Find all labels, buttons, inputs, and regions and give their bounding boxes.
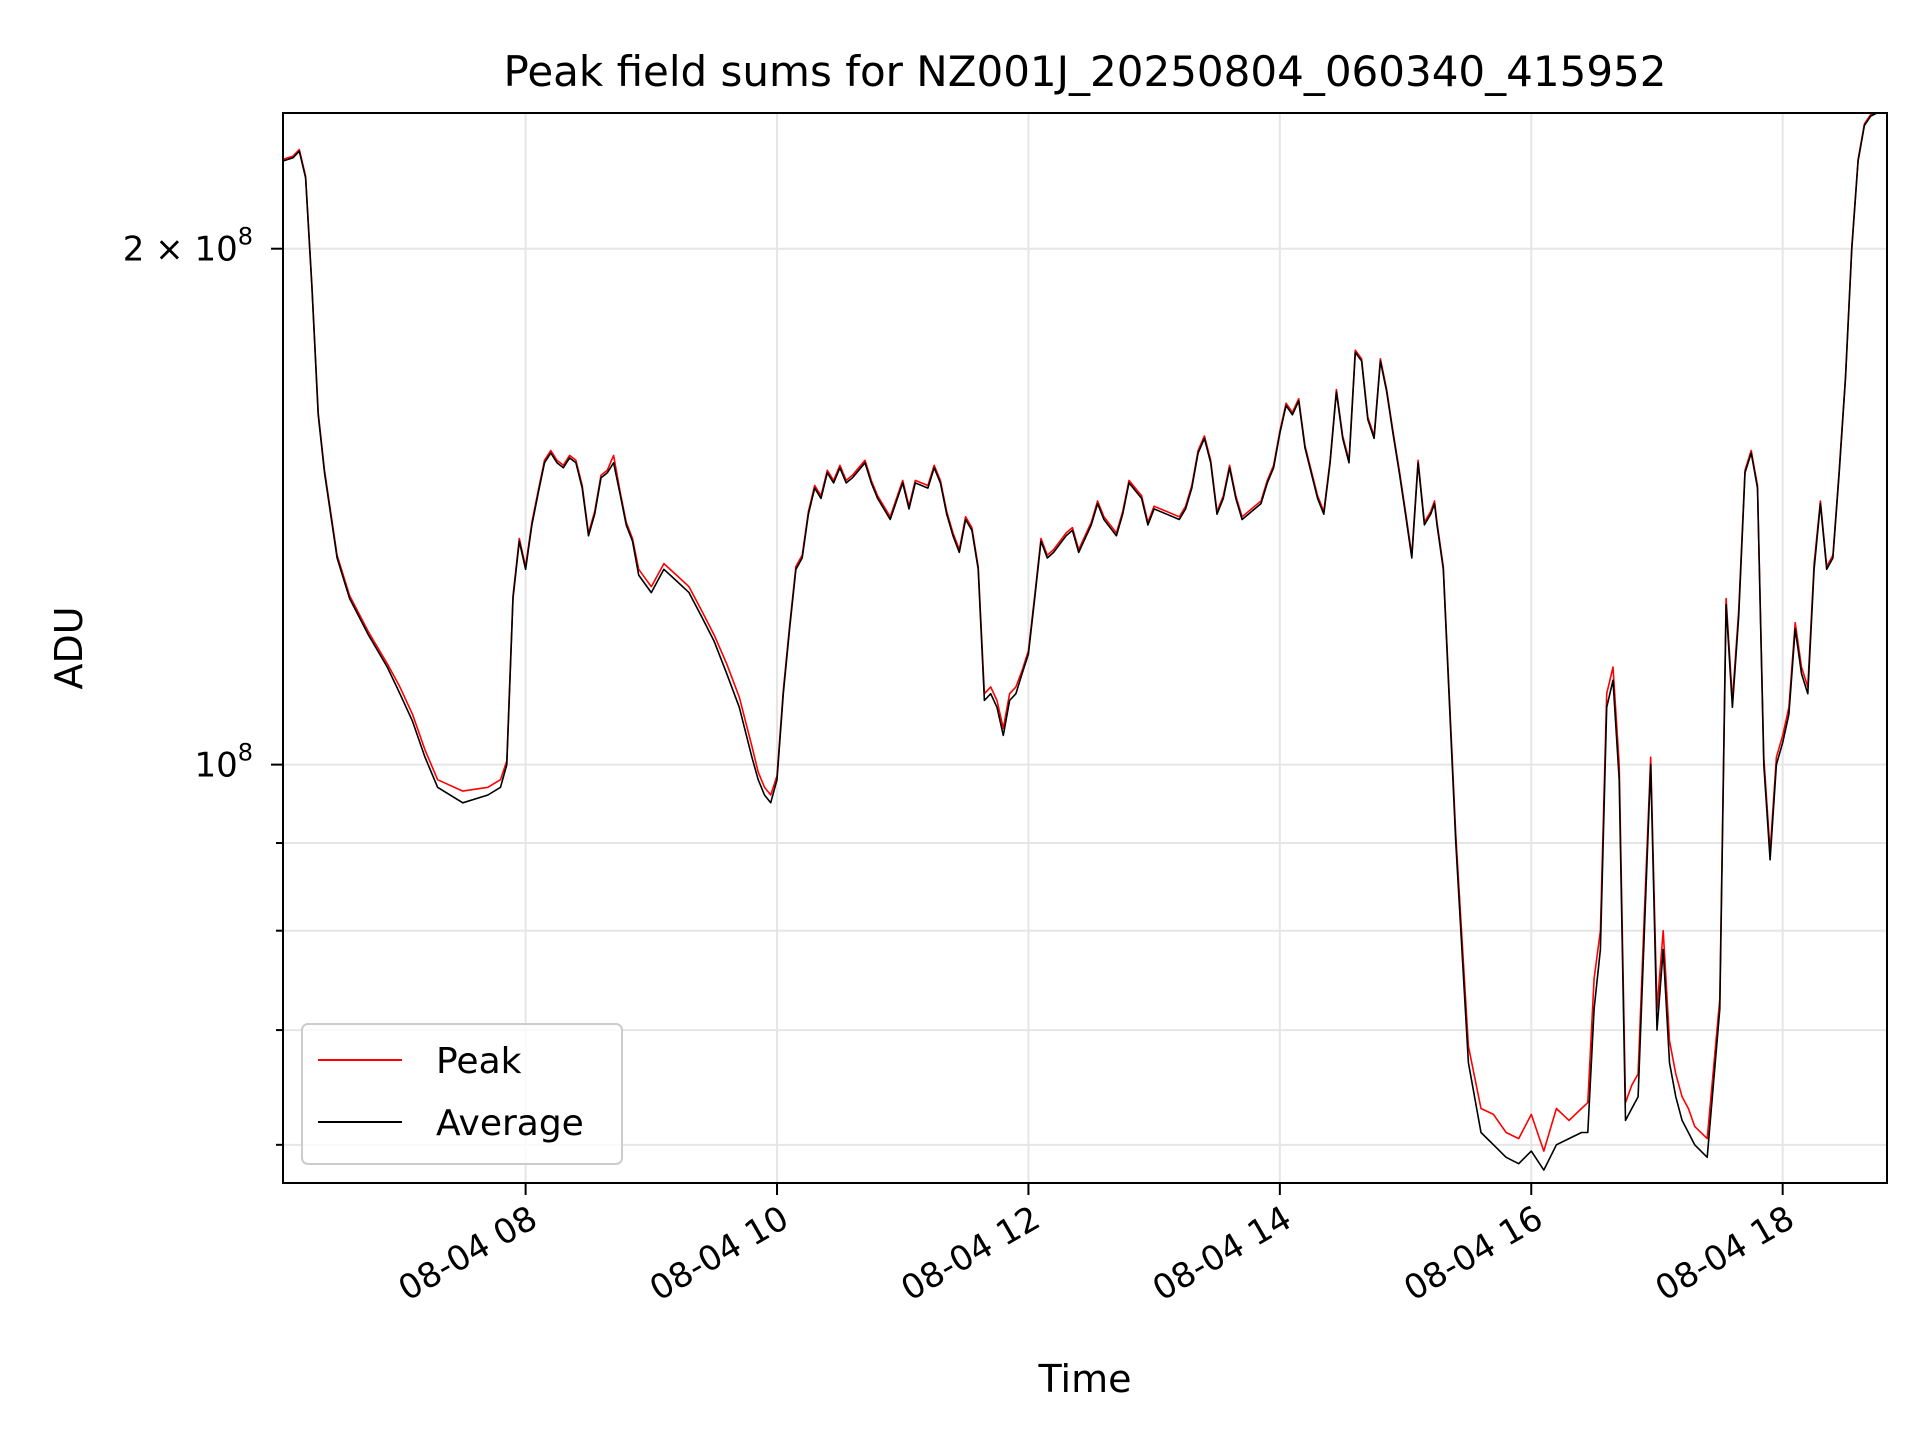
y-tick-label-exponent: 8 (238, 739, 253, 767)
plot-frame (282, 112, 1888, 1184)
x-tick-label: 08-04 08 (392, 1198, 544, 1309)
chart-title: Peak field sums for NZ001J_20250804_0603… (504, 47, 1667, 96)
x-tick-label: 08-04 16 (1397, 1198, 1549, 1309)
legend: Peak Average (301, 1023, 623, 1165)
y-tick-label-base: 10 (194, 746, 237, 786)
y-tick-label: 2 × 108 (123, 223, 253, 270)
y-tick-label-base: 2 × 10 (123, 230, 238, 270)
x-tick-label: 08-04 18 (1649, 1198, 1801, 1309)
y-tick-label: 108 (194, 739, 253, 786)
x-tick-label: 08-04 14 (1146, 1198, 1298, 1309)
y-axis-label: ADU (47, 606, 91, 689)
y-tick-label-exponent: 8 (238, 223, 253, 251)
x-tick-label: 08-04 12 (895, 1198, 1047, 1309)
legend-label-average: Average (436, 1103, 584, 1144)
series-layer (282, 112, 1878, 1171)
legend-label-peak: Peak (436, 1041, 522, 1082)
series-line-peak (282, 112, 1878, 1152)
grid-lines (283, 113, 1887, 1183)
x-axis-label: Time (1038, 1357, 1132, 1401)
x-tick-label: 08-04 10 (643, 1198, 795, 1309)
series-line-average (282, 112, 1878, 1171)
